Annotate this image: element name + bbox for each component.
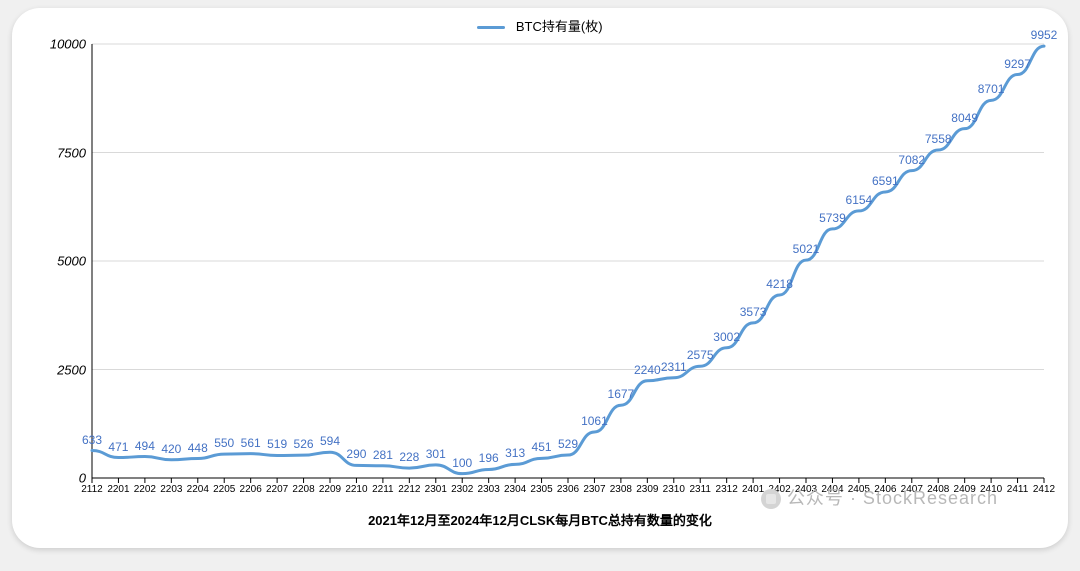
x-tick-label: 2308 — [610, 484, 632, 495]
gridlines — [92, 44, 1044, 370]
x-tick-label: 2310 — [663, 484, 685, 495]
data-label: 5021 — [793, 242, 820, 256]
data-label: 561 — [241, 436, 261, 450]
data-label: 2575 — [687, 348, 714, 362]
data-label: 6591 — [872, 174, 899, 188]
data-label: 420 — [161, 442, 181, 456]
x-tick-label: 2205 — [213, 484, 235, 495]
x-tick-label: 2410 — [980, 484, 1002, 495]
legend-swatch — [477, 26, 505, 29]
y-tick-label: 0 — [30, 471, 86, 486]
data-label: 2240 — [634, 363, 661, 377]
x-tick-label: 2302 — [451, 484, 473, 495]
data-label: 228 — [399, 450, 419, 464]
x-tick-label: 2303 — [478, 484, 500, 495]
data-label: 4218 — [766, 277, 793, 291]
y-tick-label: 10000 — [30, 37, 86, 52]
x-tick-label: 2309 — [636, 484, 658, 495]
axes — [92, 44, 1044, 483]
data-label: 9297 — [1004, 57, 1031, 71]
x-tick-label: 2210 — [345, 484, 367, 495]
x-tick-label: 2401 — [742, 484, 764, 495]
line-series — [92, 46, 1044, 474]
y-tick-label: 7500 — [30, 145, 86, 160]
x-tick-label: 2212 — [398, 484, 420, 495]
x-tick-label: 2404 — [821, 484, 843, 495]
legend-label: BTC持有量(枚) — [516, 19, 603, 34]
x-tick-label: 2312 — [716, 484, 738, 495]
data-label: 526 — [294, 437, 314, 451]
x-tick-label: 2403 — [795, 484, 817, 495]
x-tick-label: 2112 — [81, 484, 103, 495]
x-tick-label: 2204 — [187, 484, 209, 495]
x-tick-label: 2207 — [266, 484, 288, 495]
legend: BTC持有量(枚) — [30, 16, 1050, 38]
data-label: 451 — [532, 440, 552, 454]
line-chart-svg — [30, 38, 1050, 508]
data-label: 471 — [108, 440, 128, 454]
x-tick-label: 2409 — [954, 484, 976, 495]
x-tick-label: 2201 — [107, 484, 129, 495]
x-tick-label: 2406 — [874, 484, 896, 495]
x-tick-label: 2211 — [372, 484, 394, 495]
y-tick-label: 5000 — [30, 254, 86, 269]
data-label: 3002 — [713, 330, 740, 344]
x-tick-label: 2405 — [848, 484, 870, 495]
plot-area: 0 2500 5000 7500 10000 2112 2201 2202 2203 2204 2… — [30, 38, 1050, 508]
data-label: 281 — [373, 448, 393, 462]
data-label: 9952 — [1031, 28, 1058, 42]
data-label: 494 — [135, 439, 155, 453]
data-label: 550 — [214, 436, 234, 450]
data-label: 3573 — [740, 305, 767, 319]
data-label: 633 — [82, 433, 102, 447]
data-label: 290 — [346, 447, 366, 461]
data-label: 100 — [452, 456, 472, 470]
x-tick-label: 2412 — [1033, 484, 1055, 495]
data-label: 5739 — [819, 211, 846, 225]
data-label: 519 — [267, 437, 287, 451]
data-label: 1677 — [608, 387, 635, 401]
x-tick-label: 2307 — [583, 484, 605, 495]
data-label: 2311 — [661, 360, 687, 374]
data-label: 196 — [479, 451, 499, 465]
x-tick-label: 2402 — [768, 484, 790, 495]
data-label: 594 — [320, 434, 340, 448]
x-tick-label: 2209 — [319, 484, 341, 495]
x-tick-label: 2407 — [901, 484, 923, 495]
chart-card: BTC持有量(枚) 0 2500 5000 7500 10000 2112 2201 220… — [12, 8, 1068, 548]
x-tick-label: 2301 — [425, 484, 447, 495]
chart-caption: 2021年12月至2024年12月CLSK每月BTC总持有数量的变化 — [30, 510, 1050, 529]
x-tick-label: 2208 — [292, 484, 314, 495]
data-label: 8701 — [978, 82, 1005, 96]
data-label: 448 — [188, 441, 208, 455]
data-label: 8049 — [951, 111, 978, 125]
x-tick-label: 2408 — [927, 484, 949, 495]
data-label: 7558 — [925, 132, 952, 146]
data-label: 1061 — [581, 414, 608, 428]
data-label: 7082 — [898, 153, 925, 167]
data-label: 301 — [426, 447, 446, 461]
y-tick-label: 2500 — [30, 362, 86, 377]
x-tick-label: 2311 — [689, 484, 711, 495]
x-tick-label: 2411 — [1007, 484, 1029, 495]
x-tick-label: 2306 — [557, 484, 579, 495]
x-tick-label: 2305 — [530, 484, 552, 495]
x-tick-label: 2304 — [504, 484, 526, 495]
data-label: 313 — [505, 446, 525, 460]
x-tick-label: 2202 — [134, 484, 156, 495]
data-label: 6154 — [846, 193, 873, 207]
x-tick-label: 2206 — [240, 484, 262, 495]
data-label: 529 — [558, 437, 578, 451]
x-tick-label: 2203 — [160, 484, 182, 495]
